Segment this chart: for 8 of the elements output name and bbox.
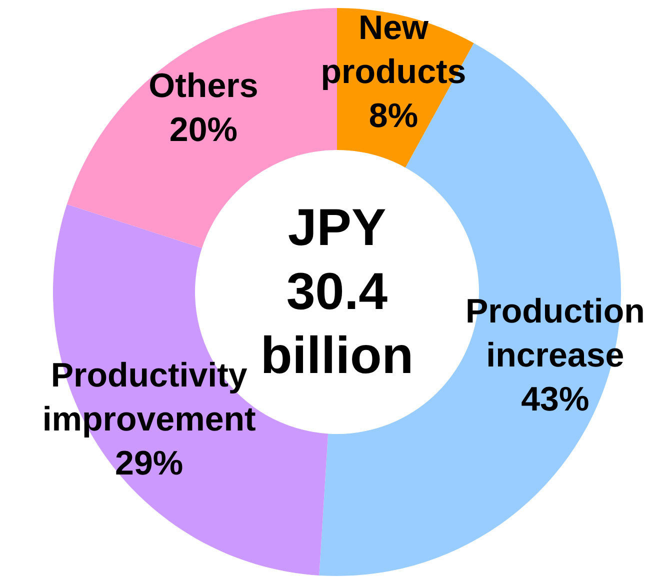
data-label: 8%	[368, 96, 418, 135]
text: JPY 30.4 billion	[260, 199, 414, 385]
slice-label: Production increase	[465, 292, 645, 374]
slice-label: Productivity improvement	[42, 356, 256, 439]
data-label: 43%	[521, 380, 590, 418]
data-label: 29%	[115, 444, 184, 483]
data-label: 20%	[169, 111, 238, 150]
slice-label: Others	[148, 67, 258, 106]
